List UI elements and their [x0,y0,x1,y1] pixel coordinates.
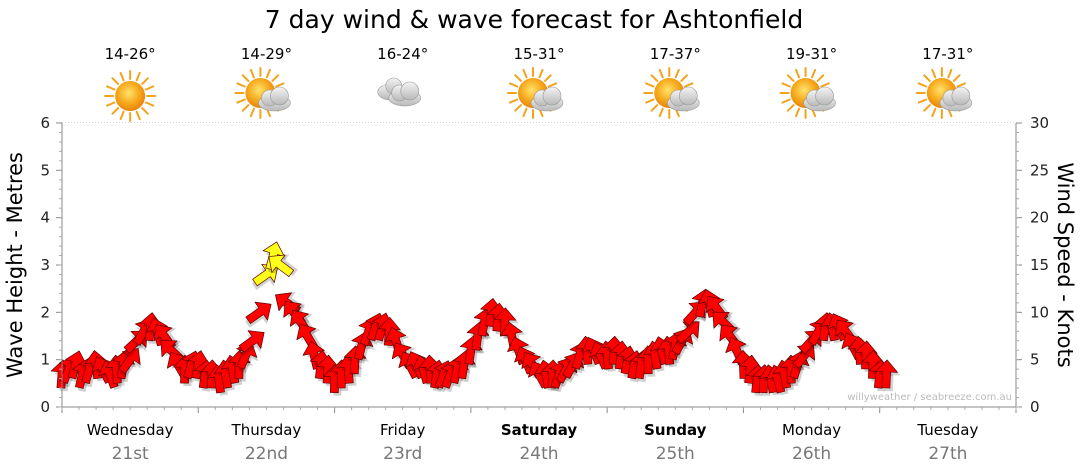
wind-arrow [268,254,298,277]
day-name-label: Sunday [644,421,707,439]
day-name-label: Tuesday [916,421,978,439]
wind-arrow [875,359,901,392]
y-axis-left-title: Wave Height - Metres [3,152,27,378]
y-left-tick-label: 4 [40,209,50,227]
temperature-range: 15-31° [513,45,564,63]
wind-arrow [238,330,265,357]
sun-cloud-icon [915,67,973,119]
credit-text: willyweather / seabreeze.com.au [847,392,1012,403]
y-right-tick-label: 0 [1030,398,1040,416]
wind-arrow [675,321,700,349]
y-left-tick-label: 5 [40,161,50,179]
chart-title: 7 day wind & wave forecast for Ashtonfie… [265,5,803,34]
y-right-tick-label: 5 [1030,351,1040,369]
day-date-label: 26th [792,444,831,464]
y-axis-right-title: Wind Speed - Knots [1053,162,1077,367]
y-right-tick-label: 10 [1030,303,1049,321]
sun-cloud-icon [234,67,291,119]
y-right-tick-label: 30 [1030,114,1049,132]
day-date-label: 22nd [245,444,288,464]
wind-arrows [50,241,901,397]
temperature-range: 17-31° [922,45,973,63]
x-axis: Wednesday 21st Thursday 22nd Friday 23rd Satur… [61,406,1017,464]
sun-cloud-icon [643,67,700,119]
day-name-label: Friday [380,421,426,439]
temperature-range: 17-37° [650,45,701,63]
y-left-tick-label: 6 [40,114,50,132]
temperature-range: 16-24° [377,45,428,63]
y-left-tick-label: 0 [40,398,50,416]
y-left-tick-label: 1 [40,351,50,369]
daily-temperatures: 14-26° 14-29° 16-24° 15-31° 17-37° 19-31° 17-3… [105,45,974,63]
day-name-label: Thursday [231,421,302,439]
wind-arrow [118,347,141,378]
day-date-label: 21st [112,444,149,464]
sun-icon [104,70,157,122]
weather-icons [104,67,973,122]
temperature-range: 14-29° [241,45,292,63]
day-name-label: Monday [782,421,841,439]
temperature-range: 19-31° [786,45,837,63]
wind-arrow [792,343,816,373]
y-axis-left: 0 1 2 3 4 5 6 [40,114,63,416]
y-right-tick-label: 20 [1030,209,1049,227]
day-date-label: 27th [928,444,967,464]
y-right-tick-label: 25 [1030,161,1049,179]
day-date-label: 23rd [383,444,422,464]
y-right-tick-label: 15 [1030,256,1049,274]
y-left-tick-label: 2 [40,303,50,321]
day-name-label: Wednesday [87,421,174,439]
day-date-label: 25th [656,444,695,464]
sun-cloud-icon [507,67,564,119]
temperature-range: 14-26° [105,45,156,63]
day-date-label: 24th [519,444,558,464]
y-left-tick-label: 3 [40,256,50,274]
y-axis-right: 0 5 10 15 20 25 30 [1015,114,1049,416]
cloud-icon [377,77,422,107]
day-name-label: Saturday [501,421,578,439]
sun-cloud-icon [779,67,836,119]
wind-arrow [245,301,272,328]
